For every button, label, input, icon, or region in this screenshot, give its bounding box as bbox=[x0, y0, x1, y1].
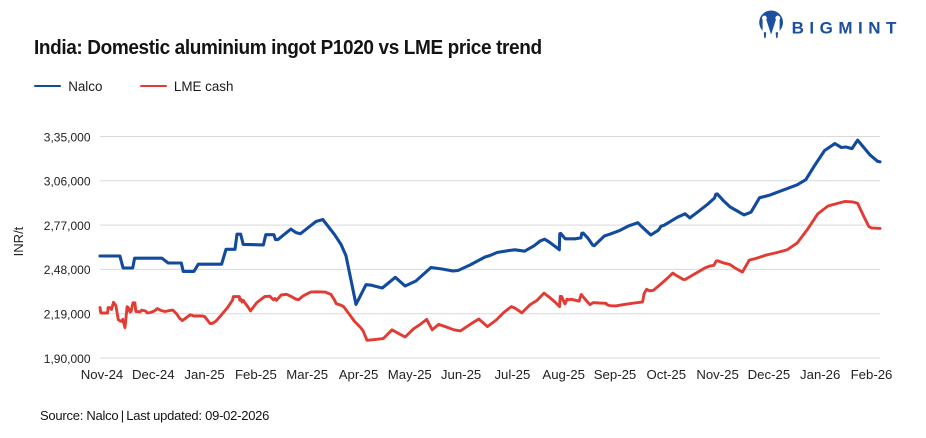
svg-text:Jan-25: Jan-25 bbox=[184, 367, 224, 382]
svg-text:Feb-25: Feb-25 bbox=[235, 367, 277, 382]
svg-text:3,35,000: 3,35,000 bbox=[44, 130, 91, 144]
svg-text:Jan-26: Jan-26 bbox=[800, 367, 840, 382]
svg-text:Feb-26: Feb-26 bbox=[851, 367, 893, 382]
svg-text:Jul-25: Jul-25 bbox=[494, 367, 530, 382]
svg-text:Mar-25: Mar-25 bbox=[286, 367, 328, 382]
svg-text:2,19,000: 2,19,000 bbox=[44, 308, 91, 322]
svg-text:Jun-25: Jun-25 bbox=[441, 367, 481, 382]
svg-text:Apr-25: Apr-25 bbox=[339, 367, 379, 382]
svg-text:Dec-25: Dec-25 bbox=[748, 367, 791, 382]
svg-text:Nov-24: Nov-24 bbox=[81, 367, 124, 382]
svg-text:Oct-25: Oct-25 bbox=[647, 367, 687, 382]
svg-text:3,06,000: 3,06,000 bbox=[44, 175, 91, 189]
svg-text:Aug-25: Aug-25 bbox=[542, 367, 585, 382]
svg-text:INR/t: INR/t bbox=[11, 226, 26, 256]
svg-text:Dec-24: Dec-24 bbox=[132, 367, 175, 382]
svg-text:1,90,000: 1,90,000 bbox=[44, 352, 91, 366]
svg-text:May-25: May-25 bbox=[388, 367, 432, 382]
svg-text:BIGMINT: BIGMINT bbox=[792, 19, 902, 38]
svg-text:2,77,000: 2,77,000 bbox=[44, 219, 91, 233]
svg-text:2,48,000: 2,48,000 bbox=[44, 263, 91, 277]
svg-text:Sep-25: Sep-25 bbox=[594, 367, 637, 382]
svg-text:Nov-25: Nov-25 bbox=[696, 367, 739, 382]
